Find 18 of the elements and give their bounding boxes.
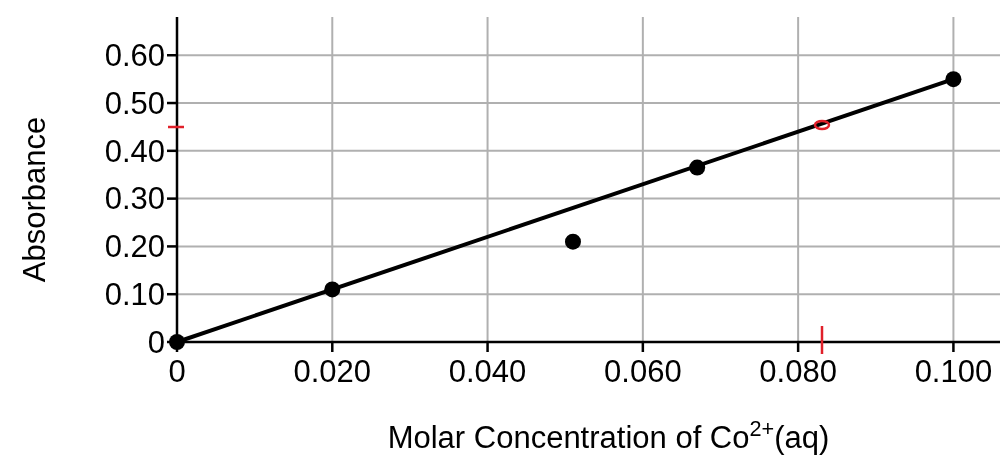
x-tick-label: 0.020 — [293, 354, 372, 389]
point — [945, 71, 962, 88]
y-tick-label: 0.60 — [104, 38, 165, 74]
y-tick-label: 0.40 — [104, 133, 165, 169]
x-tick-label: 0.100 — [914, 354, 993, 389]
y-tick-label: 0.10 — [104, 277, 165, 313]
y-tick-label: 0 — [147, 324, 165, 360]
point — [324, 281, 341, 298]
x-axis-title: Molar Concentration of Co$^{2+}$(aq) — [387, 415, 830, 455]
x-tick-label: 0.040 — [448, 354, 527, 389]
y-axis-title: Absorbance — [17, 116, 52, 283]
x-tick-label: 0.080 — [759, 354, 837, 389]
x-tick-label: 0.060 — [604, 354, 682, 389]
point — [564, 233, 581, 250]
point — [689, 159, 706, 176]
y-tick-label: 0.20 — [104, 229, 165, 265]
y-tick-label: 0.30 — [104, 181, 165, 217]
y-tick-label: 0.50 — [104, 85, 165, 121]
